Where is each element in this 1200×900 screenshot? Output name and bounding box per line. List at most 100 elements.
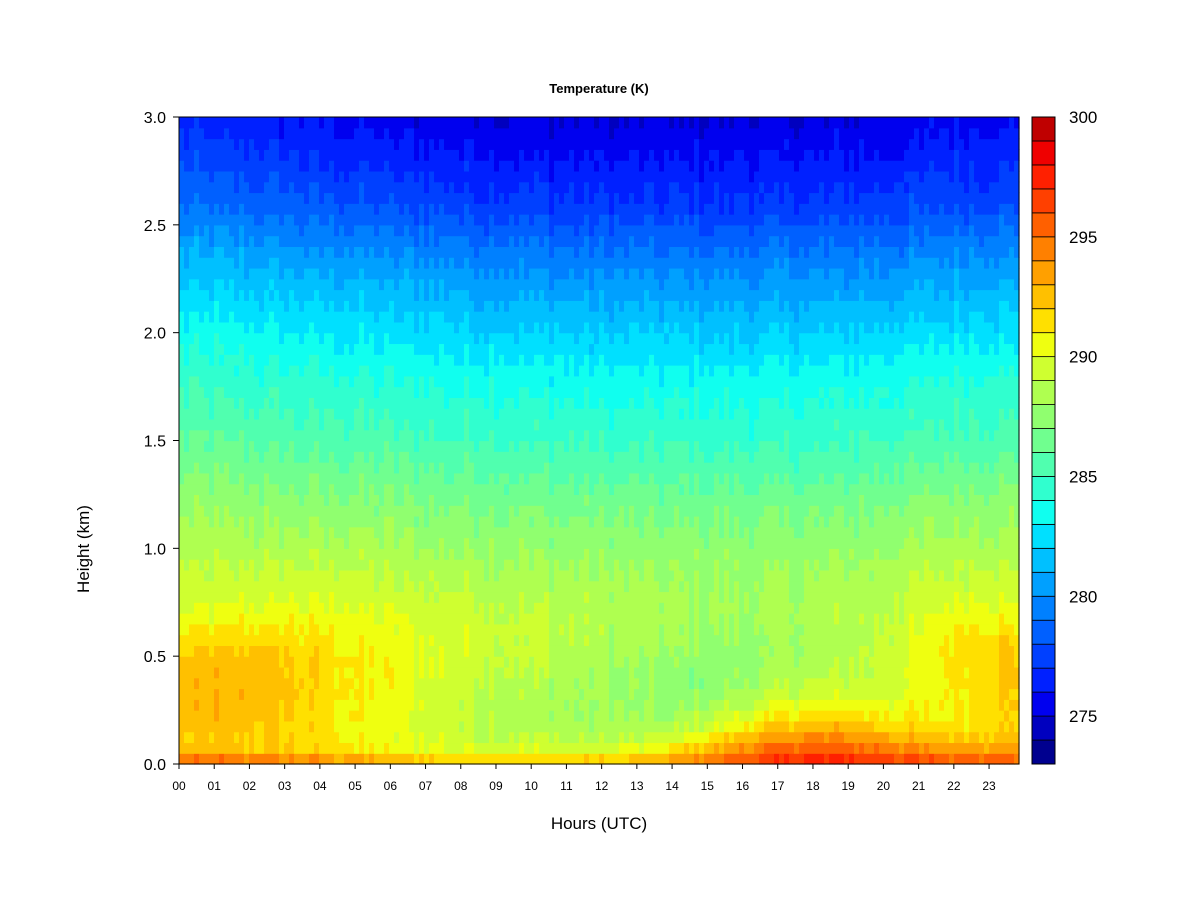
heatmap-cell [394,117,400,129]
heatmap-cell [269,321,275,334]
heatmap-cell [549,645,555,657]
heatmap-cell [384,580,390,593]
heatmap-cell [409,742,415,754]
heatmap-cell [209,397,215,409]
heatmap-cell [479,505,485,517]
heatmap-cell [509,300,515,312]
heatmap-cell [194,634,200,646]
heatmap-cell [424,710,430,722]
heatmap-cell [484,666,490,679]
heatmap-cell [549,278,555,291]
heatmap-cell [239,515,245,528]
heatmap-cell [454,418,460,431]
heatmap-cell [354,278,360,291]
heatmap-cell [269,181,275,194]
heatmap-cell [514,656,520,668]
heatmap-cell [434,753,440,765]
heatmap-cell [324,170,330,183]
heatmap-cell [584,386,590,398]
heatmap-cell [589,613,595,625]
heatmap-cell [549,526,555,539]
heatmap-cell [464,192,470,204]
heatmap-cell [504,451,510,463]
heatmap-cell [449,397,455,409]
heatmap-cell [539,548,545,560]
heatmap-cell [579,591,585,603]
heatmap-cell [309,753,315,765]
heatmap-cell [309,526,315,539]
heatmap-cell [334,365,340,377]
heatmap-cell [194,591,200,603]
heatmap-cell [554,267,560,280]
heatmap-cell [364,203,370,215]
heatmap-cell [289,645,295,657]
heatmap-cell [394,300,400,312]
heatmap-cell [369,742,375,754]
heatmap-cell [179,354,185,366]
heatmap-cell [409,311,415,323]
heatmap-cell [479,203,485,215]
heatmap-cell [539,343,545,355]
heatmap-cell [449,591,455,603]
heatmap-cell [199,192,205,204]
heatmap-cell [354,192,360,204]
heatmap-cell [579,235,585,247]
heatmap-cell [379,710,385,722]
heatmap-cell [514,559,520,571]
heatmap-cell [544,289,550,301]
heatmap-cell [309,656,315,668]
heatmap-cell [509,117,515,129]
heatmap-cell [269,311,275,323]
heatmap-cell [294,710,300,722]
heatmap-cell [304,613,310,625]
heatmap-cell [244,332,250,345]
heatmap-cell [564,515,570,528]
heatmap-cell [409,149,415,161]
heatmap-cell [239,386,245,398]
heatmap-cell [559,731,565,744]
heatmap-cell [269,710,275,722]
heatmap-cell [449,580,455,593]
heatmap-cell [424,515,430,528]
heatmap-cell [304,742,310,754]
heatmap-cell [459,623,465,636]
heatmap-cell [389,753,395,765]
heatmap-cell [344,591,350,603]
heatmap-cell [549,235,555,247]
heatmap-cell [384,505,390,517]
heatmap-cell [454,181,460,194]
heatmap-cell [539,720,545,733]
heatmap-cell [249,494,255,506]
heatmap-cell [404,526,410,539]
heatmap-cell [324,235,330,247]
heatmap-cell [409,418,415,431]
heatmap-cell [519,397,525,409]
heatmap-cell [264,397,270,409]
heatmap-cell [229,267,235,280]
heatmap-cell [509,720,515,733]
heatmap-cell [424,365,430,377]
heatmap-cell [374,742,380,754]
heatmap-cell [509,666,515,679]
heatmap-cell [234,613,240,625]
heatmap-cell [294,548,300,560]
heatmap-cell [464,224,470,237]
heatmap-cell [549,602,555,614]
heatmap-cell [524,343,530,355]
heatmap-cell [259,462,265,474]
heatmap-cell [374,117,380,129]
heatmap-cell [509,602,515,614]
heatmap-cell [224,127,230,140]
heatmap-cell [419,472,425,485]
heatmap-cell [379,257,385,269]
heatmap-cell [329,613,335,625]
heatmap-cell [289,235,295,247]
heatmap-cell [484,753,490,765]
heatmap-cell [539,494,545,506]
heatmap-cell [254,537,260,549]
heatmap-cell [304,656,310,668]
heatmap-cell [579,375,585,388]
heatmap-cell [419,246,425,258]
heatmap-cell [329,235,335,247]
heatmap-cell [564,117,570,129]
